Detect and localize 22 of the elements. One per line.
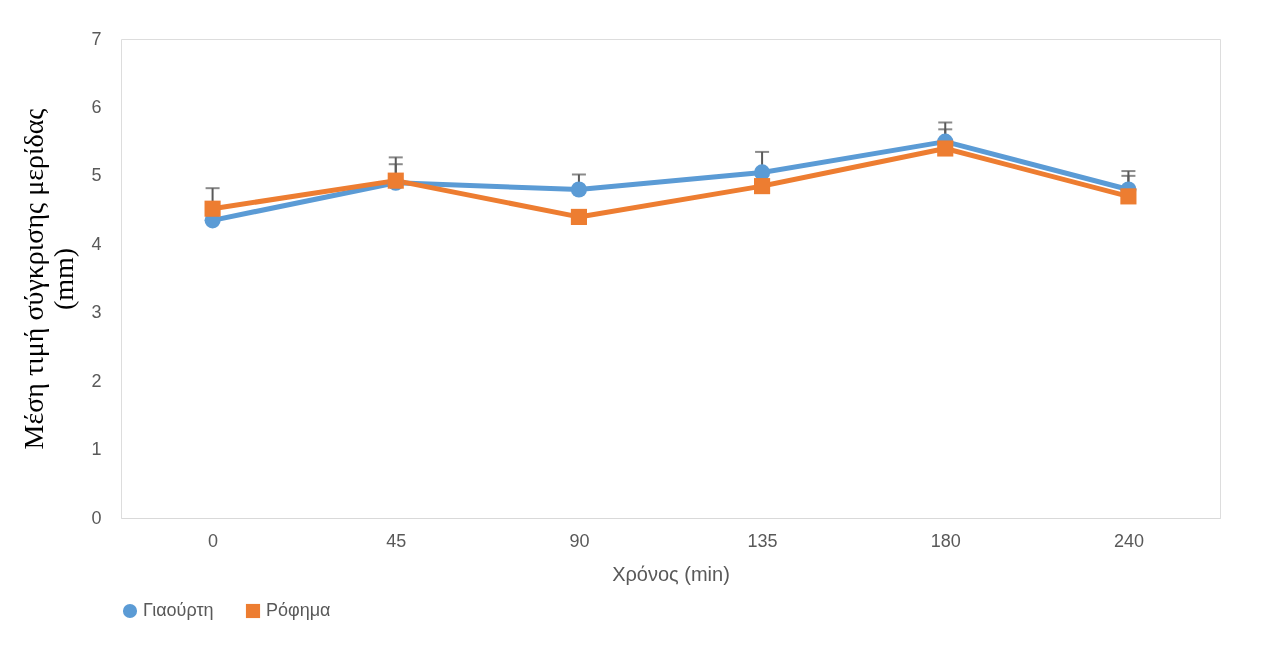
point bbox=[204, 200, 221, 217]
y-tick-label: 4 bbox=[91, 233, 102, 254]
y-tick-label: 6 bbox=[91, 96, 102, 117]
x-tick-label: 240 bbox=[1113, 530, 1144, 551]
y-axis-title: Μέση τιμή σύγκρισης μερίδας (mm) bbox=[18, 108, 80, 450]
x-axis-title: Χρόνος (min) bbox=[612, 562, 730, 585]
y-tick-label: 0 bbox=[91, 507, 102, 528]
x-tick-label: 180 bbox=[930, 530, 961, 551]
x-tick-label: 45 bbox=[386, 530, 407, 551]
y-tick-label: 7 bbox=[91, 28, 102, 49]
y-tick-label: 5 bbox=[91, 165, 102, 186]
legend-label: Ρόφημα bbox=[266, 600, 331, 620]
point bbox=[570, 181, 587, 198]
y-tick-label: 2 bbox=[91, 370, 102, 391]
x-tick-label: 90 bbox=[569, 530, 590, 551]
x-tick-label: 0 bbox=[208, 530, 219, 551]
point bbox=[570, 208, 587, 225]
legend-label: Γιαούρτη bbox=[143, 600, 214, 620]
y-tick-label: 1 bbox=[91, 439, 102, 460]
x-tick-label: 135 bbox=[747, 530, 778, 551]
point bbox=[754, 178, 771, 195]
y-tick-label: 3 bbox=[91, 302, 102, 323]
